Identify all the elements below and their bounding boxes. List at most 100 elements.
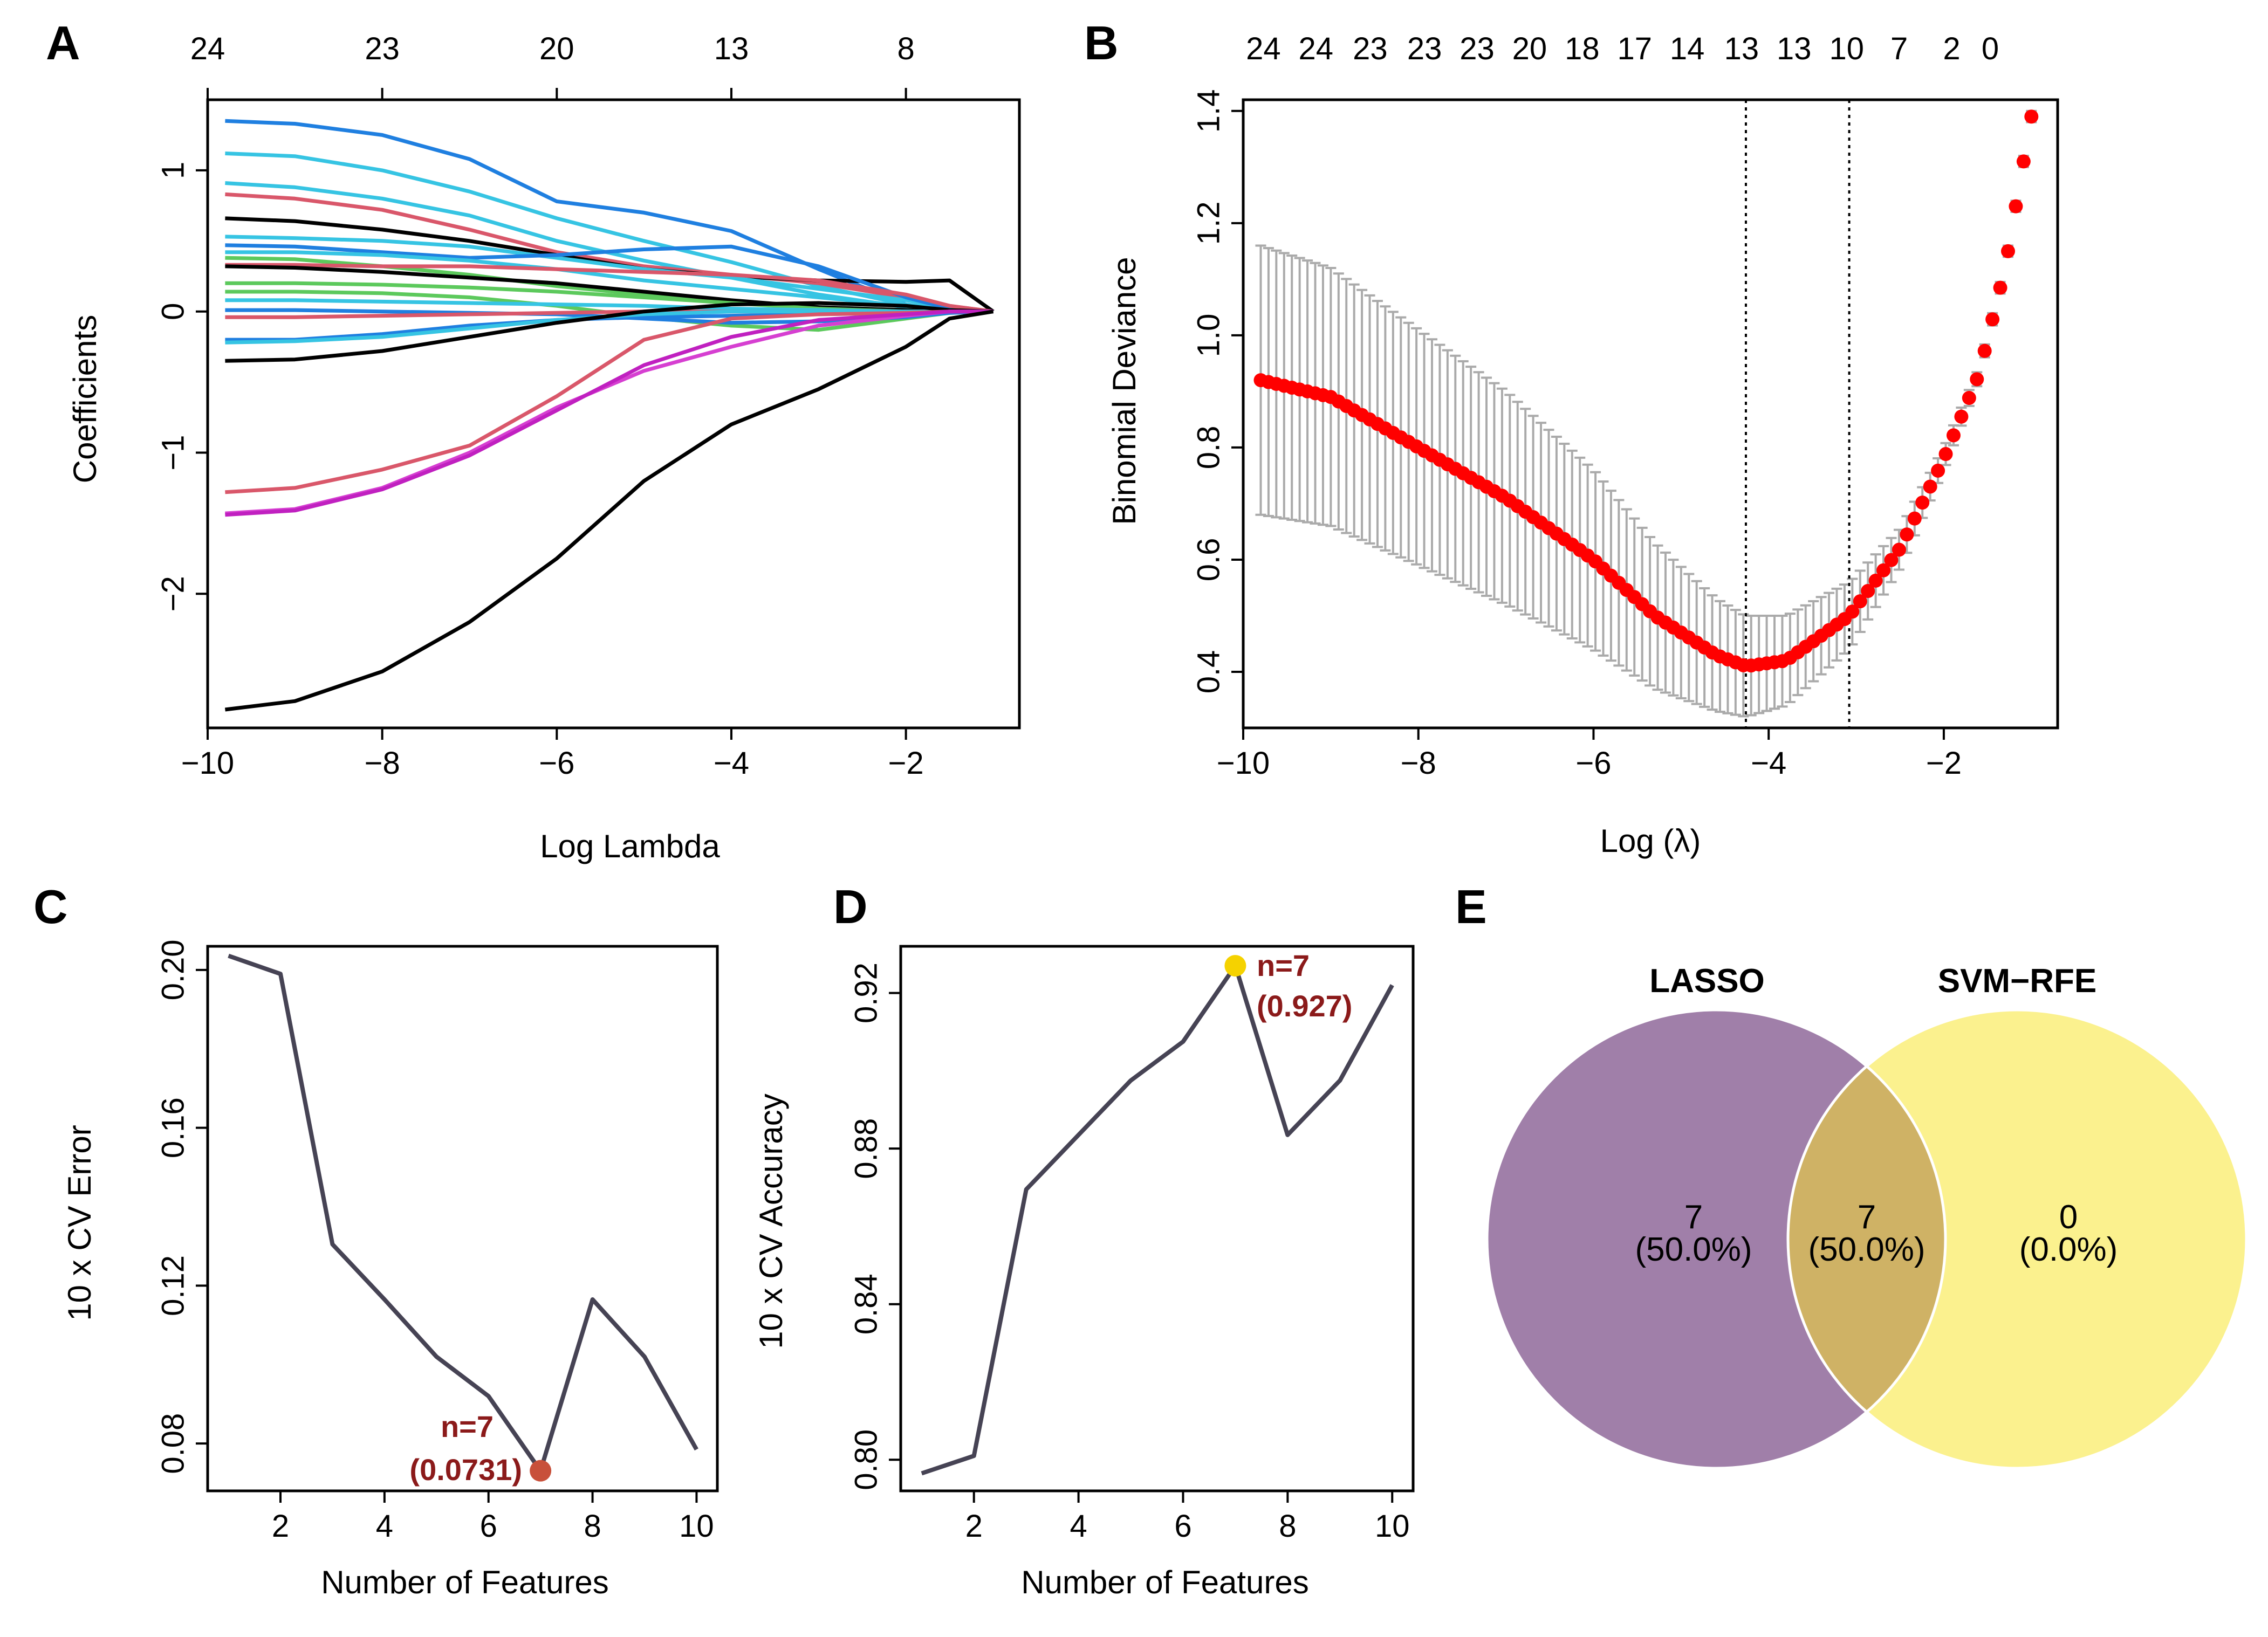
top-axis-label: 24 xyxy=(1246,31,1281,66)
deviance-point xyxy=(1876,563,1891,577)
top-axis-label: 23 xyxy=(1407,31,1442,66)
top-axis-label: 18 xyxy=(1565,31,1600,66)
x-tick-label: −8 xyxy=(1401,746,1436,781)
svm-rfe-circle-outline xyxy=(1786,1008,2248,1470)
deviance-point xyxy=(1970,372,1984,387)
axes: −10 −8 −6 −4 −2 0.4 0.6 0.8 1.0 1.2 1.4 24 24 23 23 23 2… xyxy=(1191,31,1999,781)
highlight-point xyxy=(530,1460,552,1482)
y-tick-label: −2 xyxy=(155,576,190,611)
x-tick-label: −8 xyxy=(365,746,400,781)
x-tick-label: 6 xyxy=(1174,1509,1191,1544)
series-line xyxy=(228,953,698,1473)
overlap-percent: (50.0%) xyxy=(1808,1231,1925,1268)
top-axis-label: 14 xyxy=(1670,31,1705,66)
panel-letter-b: B xyxy=(1084,16,1119,70)
deviance-point xyxy=(1907,511,1922,526)
deviance-point xyxy=(1853,594,1867,609)
deviance-point xyxy=(1962,391,1976,405)
deviance-point xyxy=(1938,447,1953,462)
x-tick-label: −4 xyxy=(714,746,749,781)
panel-letter-a: A xyxy=(46,16,80,70)
deviance-point xyxy=(2024,109,2039,124)
highlight-n-label: n=7 xyxy=(1257,948,1310,982)
svm-rfe-only-percent: (0.0%) xyxy=(2019,1231,2118,1268)
deviance-point xyxy=(1915,496,1930,510)
y-tick-label: 1.2 xyxy=(1191,202,1226,245)
x-tick-label: −10 xyxy=(181,746,234,781)
series-line xyxy=(921,964,1394,1476)
x-tick-label: −4 xyxy=(1751,746,1786,781)
y-axis-label: 10 x CV Error xyxy=(61,1125,98,1320)
plot-frame xyxy=(899,945,1415,1492)
top-axis-label: 10 xyxy=(1829,31,1864,66)
lasso-circle-outline xyxy=(1485,1008,1947,1470)
x-tick-label: 2 xyxy=(965,1509,983,1544)
panel-letter-e: E xyxy=(1455,880,1487,933)
y-tick-label: 1.0 xyxy=(1191,314,1226,357)
y-tick-label: 0.88 xyxy=(848,1118,883,1179)
top-axis-label: 23 xyxy=(1460,31,1495,66)
coefficient-path xyxy=(225,263,993,314)
lasso-only-percent: (50.0%) xyxy=(1635,1231,1752,1268)
x-axis-label: Number of Features xyxy=(321,1564,609,1600)
y-axis-label: Binomial Deviance xyxy=(1106,257,1142,525)
svm-rfe-only-count: 0 xyxy=(2059,1199,2078,1236)
top-axis-label: 17 xyxy=(1618,31,1653,66)
top-axis-label: 8 xyxy=(897,31,914,66)
deviance-point xyxy=(1954,409,1969,424)
x-tick-label: 8 xyxy=(584,1509,601,1544)
deviance-point xyxy=(1985,312,2000,327)
deviance-point xyxy=(1900,527,1914,542)
top-axis-label: 24 xyxy=(1299,31,1334,66)
panel-letter-d: D xyxy=(833,880,868,933)
y-tick-label: 0.8 xyxy=(1191,426,1226,470)
cv-accuracy-line xyxy=(921,955,1394,1476)
cv-error-line xyxy=(228,953,698,1482)
y-tick-label: 0.08 xyxy=(155,1413,190,1474)
panel-letter-c: C xyxy=(33,880,68,933)
y-tick-label: 0.12 xyxy=(155,1255,190,1316)
x-tick-label: −6 xyxy=(539,746,574,781)
deviance-point xyxy=(2000,244,2015,258)
x-tick-label: −2 xyxy=(1926,746,1962,781)
y-tick-label: 0.20 xyxy=(155,939,190,1000)
y-tick-label: 0.80 xyxy=(848,1429,883,1490)
svm-rfe-title: SVM−RFE xyxy=(1938,962,2097,1000)
highlight-n-label: n=7 xyxy=(441,1409,494,1443)
x-tick-label: −10 xyxy=(1217,746,1270,781)
deviance-point xyxy=(1892,542,1906,557)
y-tick-label: 1.4 xyxy=(1191,89,1226,133)
lasso-only-count: 7 xyxy=(1684,1199,1703,1236)
axes: 2 4 6 8 10 0.80 0.84 0.88 0.92 xyxy=(848,962,1409,1544)
top-axis-label: 7 xyxy=(1890,31,1908,66)
panel-c-cv-error: 2 4 6 8 10 0.08 0.12 0.16 0.20 n=7 (0.0731) Numb… xyxy=(61,939,719,1600)
y-tick-label: 0.6 xyxy=(1191,538,1226,582)
deviance-point xyxy=(1884,553,1899,567)
plot-frame xyxy=(206,98,1021,730)
y-axis-label: 10 x CV Accuracy xyxy=(753,1093,789,1349)
y-tick-label: 0.92 xyxy=(848,962,883,1023)
coefficient-path xyxy=(225,309,993,515)
panel-d-cv-accuracy: 2 4 6 8 10 0.80 0.84 0.88 0.92 n=7 (0.927) Numbe… xyxy=(753,945,1415,1600)
coefficient-path xyxy=(225,301,993,363)
coefficient-path xyxy=(224,309,994,712)
deviance-point xyxy=(1931,463,1945,478)
top-axis-label: 13 xyxy=(1724,31,1759,66)
top-axis-label: 24 xyxy=(190,31,225,66)
y-tick-label: 0 xyxy=(155,303,190,320)
top-axis-label: 2 xyxy=(1943,31,1960,66)
top-axis-label: 20 xyxy=(539,31,574,66)
x-axis-label: Number of Features xyxy=(1021,1564,1309,1600)
deviance-point xyxy=(1861,584,1875,599)
top-axis-label: 23 xyxy=(365,31,400,66)
deviance-point xyxy=(2009,199,2023,214)
overlap-count: 7 xyxy=(1858,1199,1876,1236)
x-tick-label: 10 xyxy=(679,1509,714,1544)
x-tick-label: −2 xyxy=(888,746,924,781)
panel-b-cross-validation-deviance: −10 −8 −6 −4 −2 0.4 0.6 0.8 1.0 1.2 1.4 24 24 23 23 23 2… xyxy=(1106,31,2059,859)
deviance-point xyxy=(1845,604,1860,619)
top-axis-label: 13 xyxy=(714,31,749,66)
